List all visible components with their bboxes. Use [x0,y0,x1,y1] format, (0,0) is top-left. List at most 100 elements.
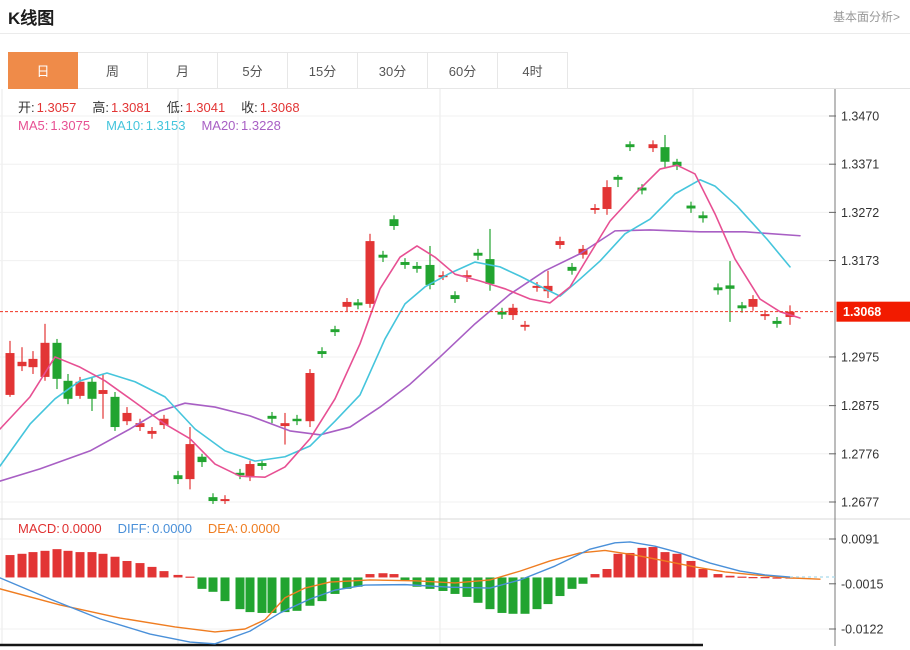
candle-body [698,215,708,219]
candle-body [98,390,108,394]
candle-body [257,463,267,466]
macd-bar [602,569,612,578]
macd-bar [98,553,108,578]
macd-bar [378,573,388,578]
legend-item: 低: 1.3041 [166,100,226,115]
macd-bar [159,571,169,578]
macd-bar [648,547,658,578]
macd-bar [425,577,435,589]
macd-bar [87,552,97,578]
candle-body [485,259,495,284]
macd-bar [147,566,157,578]
macd-bar [75,552,85,578]
macd-bar [365,574,375,578]
macd-bar [122,560,132,578]
macd-bar [713,574,723,578]
y-axis-label: 1.2776 [841,447,879,461]
macd-bar [555,577,565,597]
macd-bar [532,577,542,610]
candle-body [462,275,472,278]
macd-bar [17,553,27,578]
macd-bar [28,552,38,578]
candle-body [365,241,375,304]
macd-bar [292,577,302,611]
macd-bar [135,563,145,578]
tab-period-6[interactable]: 60分 [428,52,498,89]
macd-bar [508,577,518,614]
tab-period-0[interactable]: 日 [8,52,78,89]
period-tabbar: 日周月 5分 15分 30分 60分 4时 [8,52,910,89]
candle-body [648,144,658,149]
macd-bar [389,574,399,578]
candle-body [87,381,97,399]
candle-body [450,295,460,300]
macd-bar [438,577,448,591]
y-axis-label: 1.2875 [841,399,879,413]
macd-bar [330,577,340,594]
kline-chart-area[interactable]: 1.3470 1.3371 1.3272 1.3173 1.2975 1.2875 1.27… [0,89,910,649]
macd-bar [613,553,623,578]
candle-body [280,423,290,427]
candle-body [342,301,352,307]
tab-period-5[interactable]: 30分 [358,52,428,89]
macd-bar [497,577,507,613]
tab-period-3[interactable]: 5分 [218,52,288,89]
legend-item: MACD: 0.0000 [18,521,102,536]
candle-body [305,373,315,422]
candle-body [122,412,132,422]
macd-bar [267,577,277,613]
candle-body [173,475,183,480]
macd-bar [698,569,708,578]
candle-body [613,176,623,180]
macd-bar [748,577,758,579]
candle-body [602,187,612,209]
y-axis-label: 1.3470 [841,110,879,124]
legend-item: 开: 1.3057 [18,100,77,115]
candle-body [378,254,388,258]
candle-body [245,464,255,478]
tab-period-1[interactable]: 周 [78,52,148,89]
candle-body [672,161,682,167]
y-axis-label: 1.3173 [841,254,879,268]
tab-period-4[interactable]: 15分 [288,52,358,89]
page-title: K线图 [8,9,55,28]
tabbar-filler [568,52,910,89]
ma-line-ma10 [0,178,791,467]
macd-bar [63,550,73,578]
macd-bar [590,574,600,578]
tab-period-2[interactable]: 月 [148,52,218,89]
candle-body [147,430,157,434]
candle-body [330,329,340,333]
macd-bar [245,577,255,613]
macd-bar [725,575,735,578]
kline-chart-canvas[interactable]: 1.3470 1.3371 1.3272 1.3173 1.2975 1.2875 1.27… [0,89,910,649]
fundamental-analysis-link[interactable]: 基本面分析> [832,10,900,24]
candle-body [267,415,277,419]
candle-body [543,285,553,292]
macd-bar [257,577,267,613]
candle-body [660,147,670,162]
candle-body [135,423,145,428]
candle-body [208,497,218,502]
y-axis-label: 1.3371 [841,158,879,172]
macd-bar [208,577,218,592]
candle-body [28,358,38,368]
legend-item: 收: 1.3068 [241,100,300,115]
candle-body [532,285,542,288]
candle-body [197,456,207,463]
legend-item: MA5: 1.3075 [18,118,91,133]
macd-bar [5,555,15,578]
tab-period-7[interactable]: 4时 [498,52,568,89]
y-axis-label: 1.2677 [841,496,879,510]
candle-body [555,241,565,245]
macd-bar [520,577,530,614]
macd-bar [353,577,363,587]
candle-body [473,252,483,256]
macd-bar [760,577,770,579]
macd-bar [40,550,50,578]
candle-body [725,285,735,289]
macd-bar [110,556,120,578]
candle-body [737,305,747,309]
candle-body [110,396,120,428]
candle-body [389,219,399,227]
